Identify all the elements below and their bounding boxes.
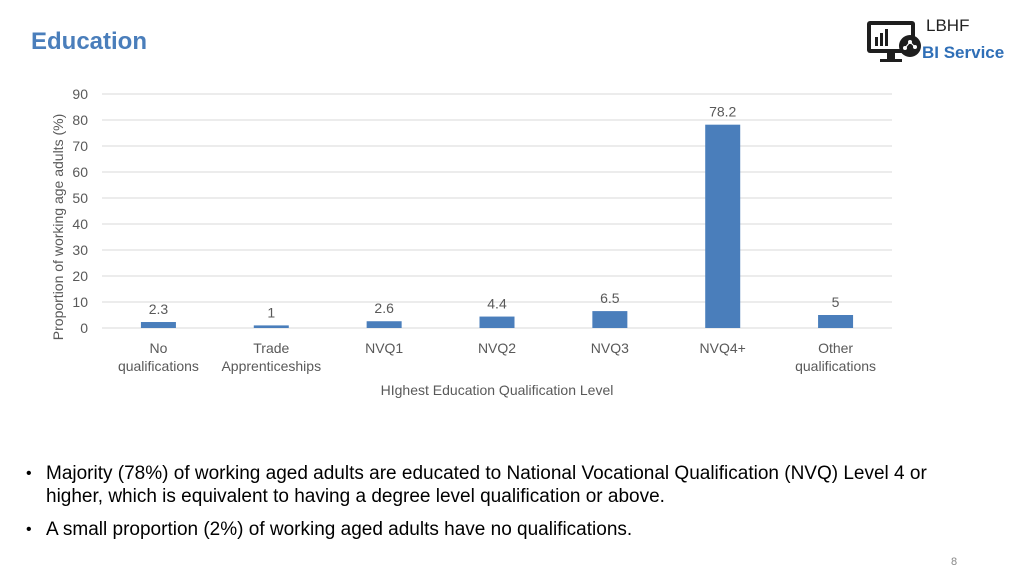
bar-value-label: 5 [832,294,840,310]
x-tick-label: NVQ1 [365,340,403,356]
analytics-monitor-icon [867,21,921,62]
y-tick-label: 40 [72,216,88,232]
y-tick-label: 30 [72,242,88,258]
bar-value-label: 6.5 [600,290,620,306]
x-axis-label: HIghest Education Qualification Level [381,382,614,398]
y-tick-label: 60 [72,164,88,180]
bar-value-label: 78.2 [709,104,736,120]
y-tick-label: 50 [72,190,88,206]
x-tick-label: Other [818,340,853,356]
x-tick-label: Trade [253,340,289,356]
x-tick-label: NVQ3 [591,340,629,356]
y-tick-label: 20 [72,268,88,284]
x-tick-label: Apprenticeships [221,358,321,374]
bar-value-label: 1 [267,304,275,320]
y-tick-label: 10 [72,294,88,310]
page-title: Education [31,28,148,55]
bar-value-label: 2.3 [149,301,169,317]
bar [140,322,176,328]
bar-value-label: 4.4 [487,296,507,312]
x-tick-label: qualifications [795,358,876,374]
y-tick-label: 70 [72,138,88,154]
x-tick-label: NVQ2 [478,340,516,356]
logo-text-bi-service: BI Service [922,43,1005,62]
x-tick-label: qualifications [118,358,199,374]
bar [253,325,289,328]
y-axis-ticks: 0 10 20 30 40 50 60 70 80 90 [72,86,88,336]
bullet-item: A small proportion (2%) of working aged … [26,518,956,541]
bar-value-label: 2.6 [374,300,394,316]
logo-text-lbhf: LBHF [926,16,970,35]
bar [366,321,402,328]
bars [140,124,854,329]
y-tick-label: 80 [72,112,88,128]
x-axis-ticks: No qualifications Trade Apprenticeships NVQ1… [118,340,876,374]
y-axis-label: Proportion of working age adults (%) [50,114,66,340]
lbhf-logo: LBHF BI Service [866,14,1016,66]
bar-chart: 0 10 20 30 40 50 60 70 80 90 2.3 1 2.6 4.4 6.5 78.2 5 N… [50,86,892,398]
page-number: 8 [951,556,958,568]
y-tick-label: 0 [80,320,88,336]
bullet-item: Majority (78%) of working aged adults ar… [26,462,956,508]
value-labels: 2.3 1 2.6 4.4 6.5 78.2 5 [149,104,840,321]
y-tick-label: 90 [72,86,88,102]
bar [705,124,741,329]
bar [592,311,628,328]
x-tick-label: No [149,340,167,356]
x-tick-label: NVQ4+ [700,340,746,356]
bar [818,315,854,328]
gridlines [102,93,892,329]
summary-bullets: Majority (78%) of working aged adults ar… [26,462,956,551]
bar [479,316,515,328]
